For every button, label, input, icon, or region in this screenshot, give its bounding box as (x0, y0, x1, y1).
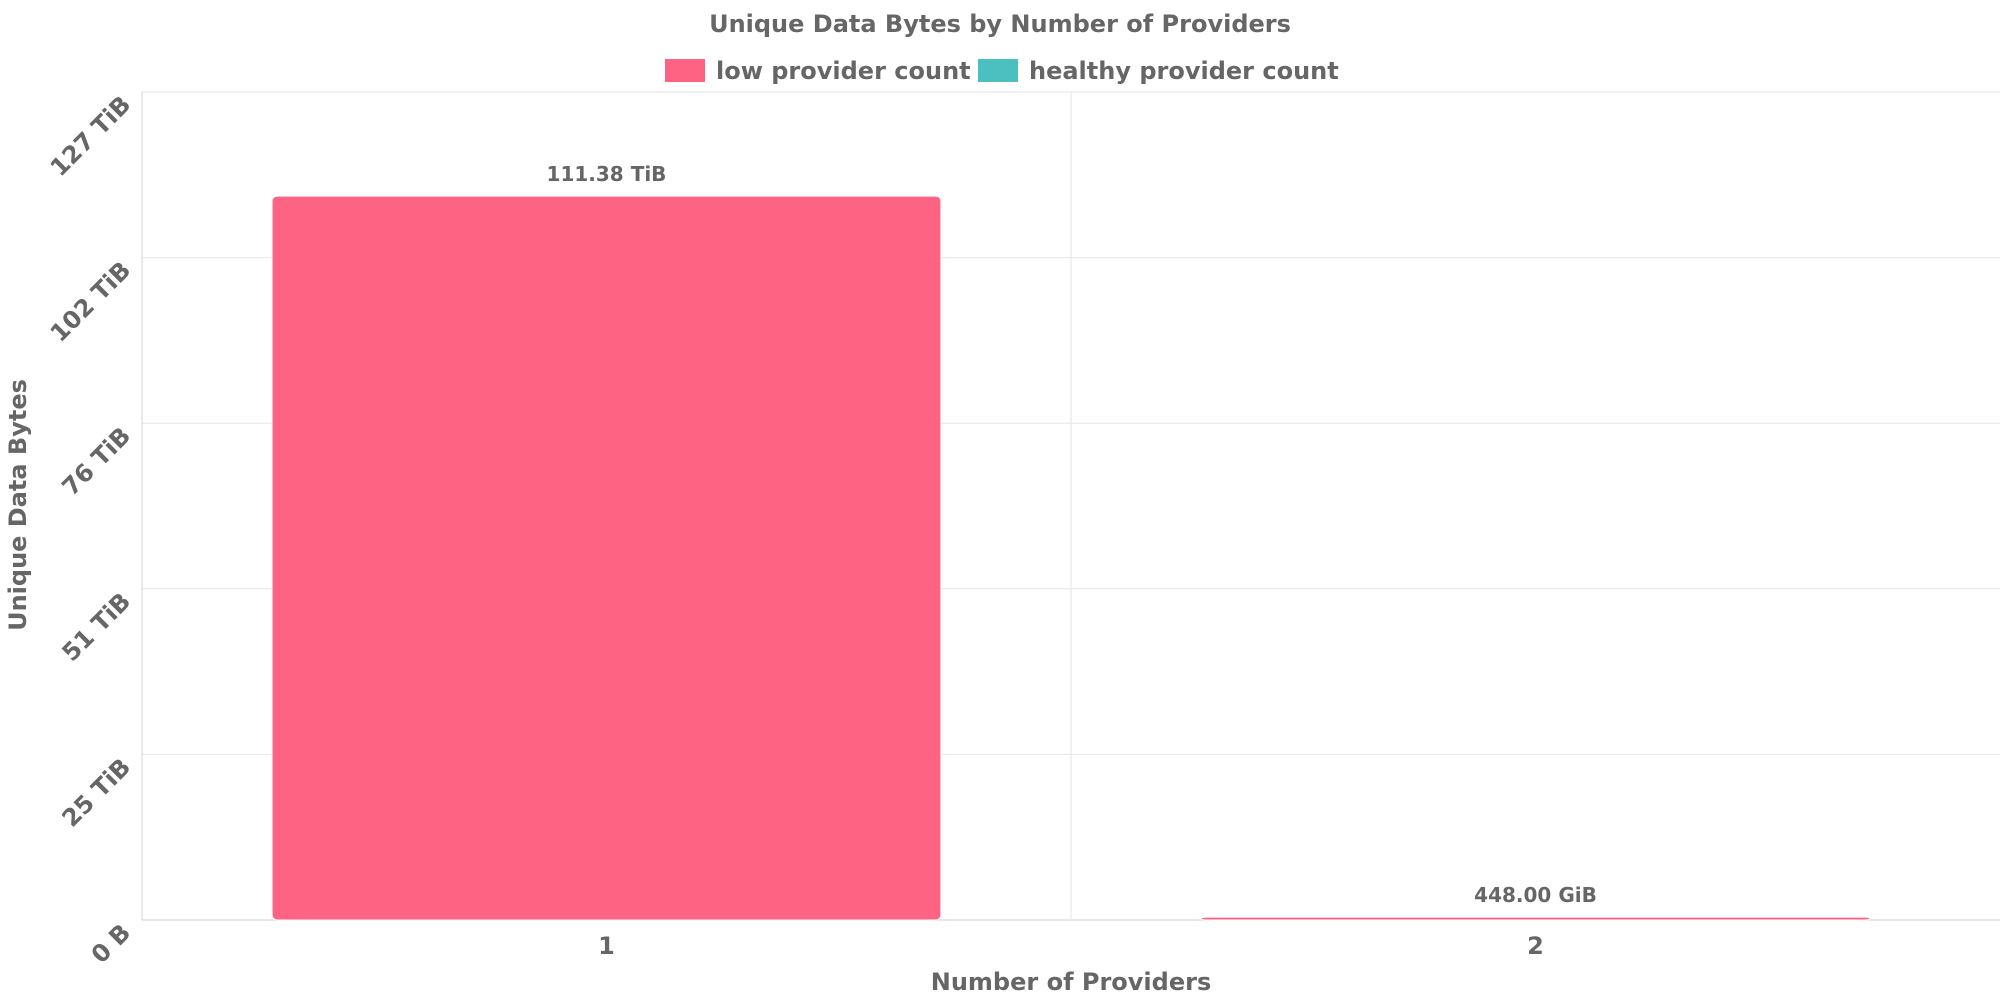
y-tick-label-2: 51 TiB (57, 587, 137, 667)
legend-label-0[interactable]: low provider count (716, 57, 971, 85)
y-axis-label: Unique Data Bytes (4, 379, 32, 631)
y-tick-label-4: 102 TiB (45, 256, 136, 347)
bars (271, 195, 1871, 921)
chart-title: Unique Data Bytes by Number of Providers (709, 10, 1291, 38)
legend[interactable]: low provider count healthy provider count (665, 57, 1339, 85)
y-tick-label-1: 25 TiB (57, 753, 137, 833)
legend-swatch-1[interactable] (978, 59, 1018, 82)
x-tick-label-1: 1 (598, 932, 615, 960)
x-axis-label: Number of Providers (931, 968, 1211, 996)
bar-2 (1200, 916, 1871, 921)
y-axis-ticks: 0 B 25 TiB 51 TiB 76 TiB 102 TiB 127 TiB (45, 90, 136, 968)
y-tick-label-3: 76 TiB (57, 422, 137, 502)
data-label-1: 111.38 TiB (547, 162, 667, 186)
x-tick-label-2: 2 (1527, 932, 1544, 960)
bar-1 (271, 195, 942, 921)
data-label-2: 448.00 GiB (1474, 883, 1597, 907)
legend-label-1[interactable]: healthy provider count (1029, 57, 1339, 85)
y-tick-label-5: 127 TiB (45, 90, 136, 181)
legend-swatch-0[interactable] (665, 59, 705, 82)
y-tick-label-0: 0 B (86, 918, 136, 968)
data-labels: 111.38 TiB 448.00 GiB (547, 162, 1597, 907)
